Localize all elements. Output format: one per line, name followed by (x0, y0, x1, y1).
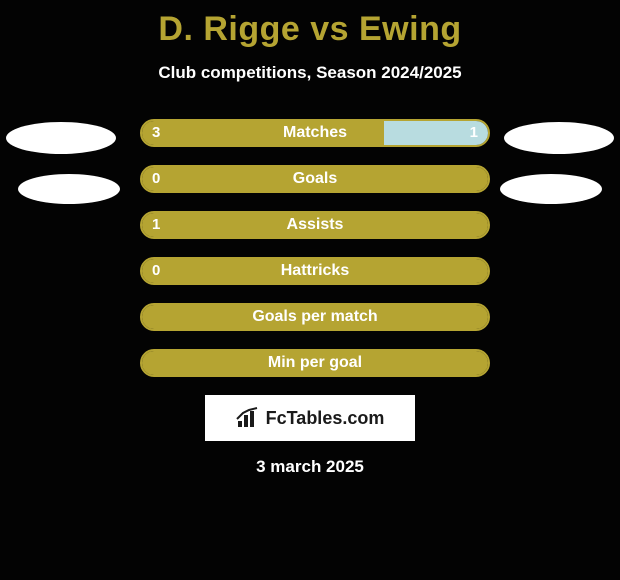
stat-row: 0 Goals (0, 165, 620, 193)
stat-bar-left (142, 305, 488, 329)
stat-value-right: 1 (470, 119, 478, 147)
stat-value-left: 0 (152, 257, 160, 285)
stat-row: 1 Assists (0, 211, 620, 239)
stats-rows: 3 1 Matches 0 Goals 1 Assists (0, 119, 620, 377)
stat-bar-left (142, 259, 488, 283)
stat-bar: Min per goal (140, 349, 490, 377)
stat-bar: Goals (140, 165, 490, 193)
stat-row: Min per goal (0, 349, 620, 377)
bar-chart-icon (236, 407, 262, 429)
stat-value-left: 3 (152, 119, 160, 147)
generated-date: 3 march 2025 (0, 457, 620, 477)
stat-bar-left (142, 167, 488, 191)
stat-row: Goals per match (0, 303, 620, 331)
stat-bar: Hattricks (140, 257, 490, 285)
logo-text: FcTables.com (266, 408, 385, 429)
subtitle: Club competitions, Season 2024/2025 (0, 63, 620, 83)
stat-bar: Goals per match (140, 303, 490, 331)
stat-bar: Assists (140, 211, 490, 239)
stat-bar: Matches (140, 119, 490, 147)
stat-bar-left (142, 121, 384, 145)
stat-row: 3 1 Matches (0, 119, 620, 147)
stat-bar-left (142, 213, 488, 237)
comparison-widget: D. Rigge vs Ewing Club competitions, Sea… (0, 0, 620, 580)
page-title: D. Rigge vs Ewing (0, 0, 620, 49)
stat-value-left: 1 (152, 211, 160, 239)
fctables-logo[interactable]: FcTables.com (205, 395, 415, 441)
stat-value-left: 0 (152, 165, 160, 193)
stat-bar-left (142, 351, 488, 375)
stat-row: 0 Hattricks (0, 257, 620, 285)
